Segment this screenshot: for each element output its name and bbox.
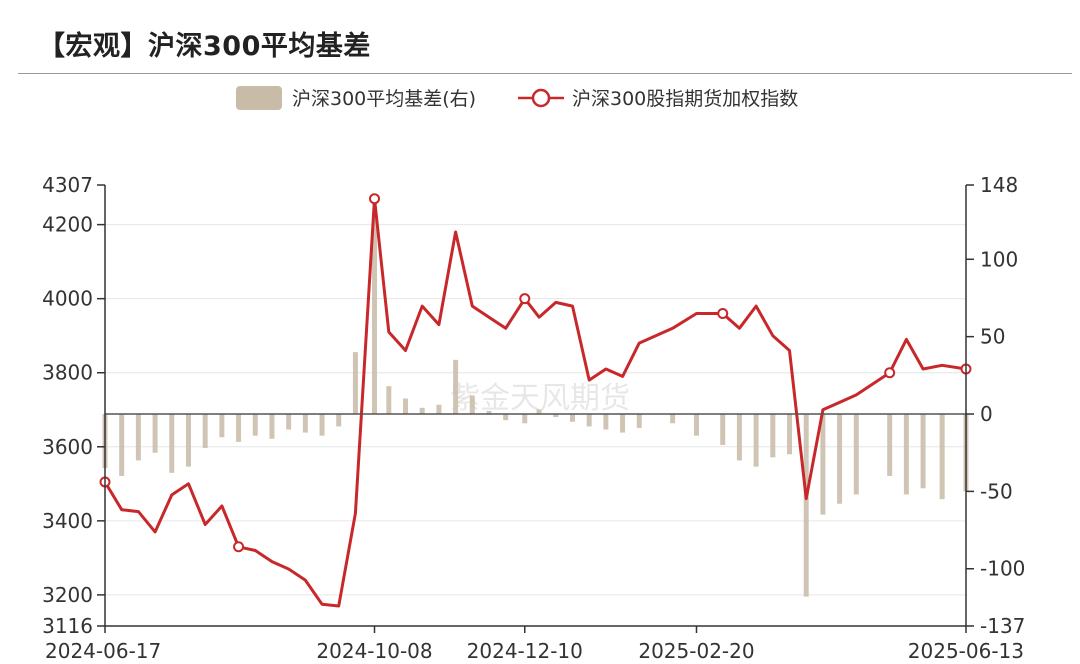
basis-bar [403,398,409,415]
x-tick-label: 2024-06-17 [45,639,161,663]
basis-bar [586,414,592,427]
x-tick-label: 2024-10-08 [316,639,432,663]
right-tick-label: -100 [980,557,1025,581]
legend-item-index[interactable]: 沪深300股指期货加权指数 [518,84,798,111]
left-tick-label: 3200 [42,583,93,607]
basis-bar [302,414,308,433]
left-tick-label: 3400 [42,509,93,533]
basis-bar [503,414,509,421]
legend-item-basis[interactable]: 沪深300平均基差(右) [236,84,476,111]
basis-bar [603,414,609,430]
left-tick-label: 3116 [42,614,93,638]
basis-bar [569,414,575,422]
basis-bar [820,414,826,515]
basis-bar [469,395,475,415]
basis-bar [169,414,175,473]
basis-bar [336,414,342,427]
legend: 沪深300平均基差(右) 沪深300股指期货加权指数 [0,84,1080,110]
index-point [884,367,896,379]
basis-bar [372,212,378,415]
basis-bar [920,414,926,489]
basis-bar [202,414,208,449]
right-tick-label: 50 [980,325,1005,349]
index-point [717,307,729,319]
axes: 3116 3200 3400 3600 3800 4000 4200 4307 -137 -100… [42,173,1025,663]
chart-title: 【宏观】沪深300平均基差 [38,31,371,62]
basis-bar [887,414,893,476]
basis-bar [352,352,358,415]
line-series [99,193,972,608]
basis-bar [636,414,642,428]
right-tick-label: 0 [980,402,993,426]
basis-bar [837,414,843,504]
legend-bar-swatch [236,85,282,110]
legend-line-swatch [518,88,564,107]
right-tick-label: -50 [980,479,1013,503]
basis-bar [620,414,626,433]
basis-bar [286,414,292,430]
basis-bar [436,404,442,415]
left-tick-label: 4000 [42,287,93,311]
right-tick-label: -137 [980,614,1025,638]
basis-bar [522,414,528,424]
right-tick-label: 100 [980,247,1018,271]
basis-bar [853,414,859,495]
basis-bar [269,414,275,439]
basis-bar [219,414,225,438]
basis-bar [453,359,459,415]
basis-bar [670,414,676,424]
left-tick-label: 3800 [42,361,93,385]
basis-bar [803,414,809,597]
x-tick-label: 2024-12-10 [467,639,583,663]
index-point [519,293,531,305]
right-tick-label: 148 [980,173,1018,197]
basis-bar [693,414,699,436]
basis-bar [536,409,542,415]
left-tick-label: 3600 [42,435,93,459]
basis-bar [736,414,742,461]
basis-bar [419,407,425,415]
legend-bar-label: 沪深300平均基差(右) [292,88,477,110]
basis-bar [319,414,325,436]
basis-bar [252,414,258,436]
basis-bar [939,414,945,500]
title-divider [18,73,1072,74]
basis-bar [152,414,158,453]
index-point [369,193,381,205]
basis-bar [903,414,909,495]
basis-bar [787,414,793,455]
basis-bar [386,386,392,415]
basis-bar [119,414,125,476]
left-tick-label: 4307 [42,173,93,197]
x-tick-label: 2025-06-13 [908,639,1024,663]
basis-bar [236,414,242,442]
basis-bar [720,414,726,445]
basis-bar [770,414,776,458]
legend-line-label: 沪深300股指期货加权指数 [572,88,799,110]
basis-bar [486,410,492,415]
basis-bar [753,414,759,467]
basis-bar [553,414,559,418]
basis-bar [185,414,191,467]
index-point [233,541,245,553]
x-tick-label: 2025-02-20 [638,639,754,663]
left-tick-label: 4200 [42,213,93,237]
basis-bar [135,414,141,461]
